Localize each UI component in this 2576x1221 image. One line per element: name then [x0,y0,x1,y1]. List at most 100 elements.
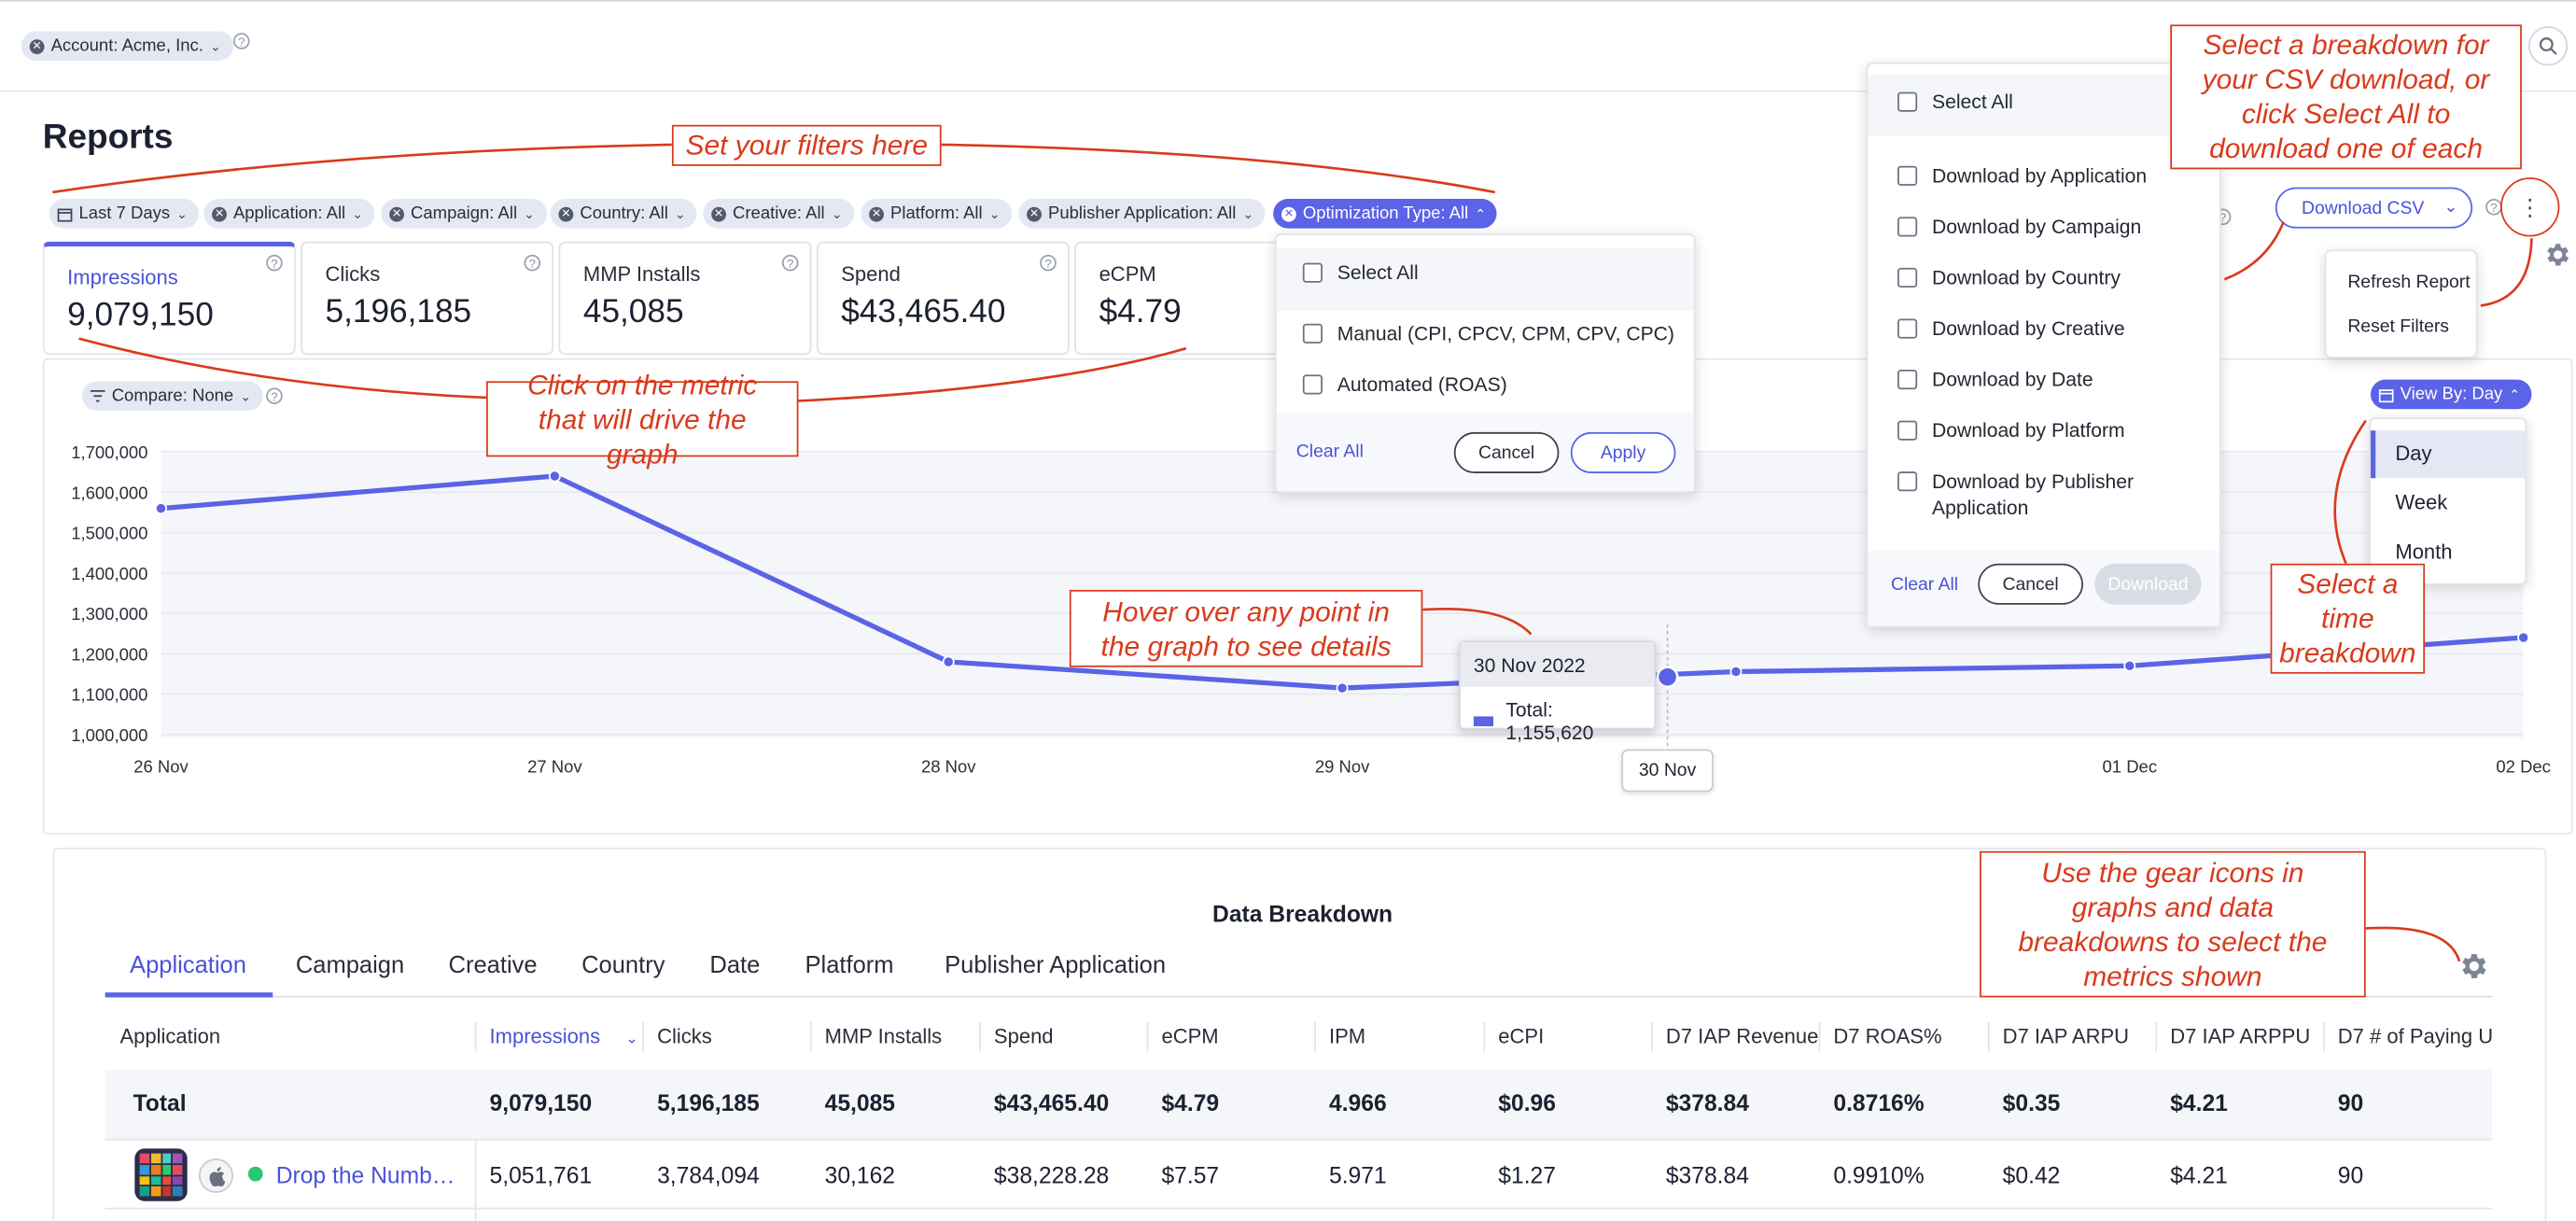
account-chip[interactable]: ✕ Account: Acme, Inc. ⌄ [21,31,233,62]
menu-item-reset-filters[interactable]: Reset Filters [2347,316,2450,337]
filter-application[interactable]: ✕ Application: All ⌄ [203,198,375,229]
download-checkbox[interactable] [1897,217,1918,237]
column-header[interactable]: eCPM [1161,1025,1219,1049]
remove-icon[interactable]: ✕ [1027,205,1042,221]
data-point[interactable] [1729,665,1743,679]
download-checkbox[interactable] [1897,318,1918,339]
column-header-sorted[interactable]: Impressions ⌄ [490,1025,638,1048]
remove-icon[interactable]: ✕ [212,205,227,221]
data-point[interactable] [2517,631,2530,644]
tab-creative[interactable]: Creative [448,952,538,980]
view-by-option-week[interactable]: Week [2371,482,2525,527]
compare-chip[interactable]: Compare: None ⌄ [82,381,263,412]
download-option-label: Download by Campaign [1931,215,2142,239]
help-icon[interactable]: ? [266,387,283,405]
download-checkbox[interactable] [1897,370,1918,390]
table-cell: $4.21 [2170,1161,2228,1188]
clear-all-link[interactable]: Clear All [1890,575,1959,596]
filter-optimization-type[interactable]: ✕ Optimization Type: All ⌃ [1273,198,1498,229]
tab-date[interactable]: Date [709,952,761,980]
filter-campaign[interactable]: ✕ Campaign: All ⌄ [381,198,547,229]
data-point[interactable] [1336,681,1349,695]
cancel-button[interactable]: Cancel [1453,431,1560,473]
apply-button[interactable]: Apply [1570,431,1676,473]
column-header[interactable]: D7 ROAS% [1833,1025,1942,1049]
option-checkbox-manual[interactable] [1302,323,1323,344]
column-header[interactable]: D7 # of Paying Us [2337,1025,2493,1049]
option-label-automated: Automated (ROAS) [1337,372,1507,397]
tab-country[interactable]: Country [581,952,665,980]
view-by-option-month[interactable]: Month [2371,531,2525,577]
select-all-checkbox[interactable] [1897,91,1918,112]
tab-platform[interactable]: Platform [805,952,894,980]
metric-card-impressions[interactable]: Impressions 9,079,150 ? [42,241,296,356]
search-button[interactable] [2527,26,2569,66]
column-header[interactable]: MMP Installs [824,1025,943,1049]
table-row[interactable] [105,1141,2493,1210]
column-header[interactable]: D7 IAP ARPPU [2170,1025,2311,1049]
column-header[interactable]: D7 IAP ARPU [2002,1025,2130,1049]
data-point[interactable] [2123,659,2136,672]
view-by-option-day[interactable]: Day [2370,430,2526,479]
option-checkbox-automated[interactable] [1302,374,1323,395]
metric-card-spend[interactable]: Spend $43,465.40 ? [816,241,1070,356]
download-button[interactable]: Download [2094,563,2202,605]
tab-application[interactable]: Application [130,952,246,980]
y-tick-label: 1,100,000 [71,685,147,705]
column-header[interactable]: eCPI [1498,1025,1545,1049]
data-point[interactable] [548,470,561,483]
download-csv-button[interactable]: Download CSV ⌄ [2275,187,2473,229]
remove-icon[interactable]: ✕ [558,205,574,221]
filter-creative[interactable]: ✕ Creative: All ⌄ [703,198,854,229]
remove-icon[interactable]: ✕ [711,205,727,221]
filter-label: Creative: All [733,204,825,224]
clear-all-link[interactable]: Clear All [1295,442,1364,462]
y-tick-label: 1,300,000 [71,604,147,624]
table-cell: 90 [2337,1161,2364,1188]
table-cell: 3,784,094 [657,1161,760,1188]
cancel-button[interactable]: Cancel [1978,563,2083,605]
remove-icon[interactable]: ✕ [869,205,884,221]
download-checkbox[interactable] [1897,471,1918,492]
help-icon[interactable]: ? [1040,254,1057,272]
y-tick-label: 1,500,000 [71,524,147,543]
help-icon[interactable]: ? [266,254,283,272]
metric-card-mmp-installs[interactable]: MMP Installs 45,085 ? [558,241,812,356]
column-header[interactable]: Spend [993,1025,1054,1049]
column-header[interactable]: Application [119,1025,221,1049]
menu-item-refresh-report[interactable]: Refresh Report [2347,273,2471,293]
tab-publisher-application[interactable]: Publisher Application [945,952,1167,980]
more-options-button[interactable]: ⋮ [2500,177,2560,237]
app-name-link[interactable]: Drop the Numb… [275,1161,455,1188]
calendar-icon [57,207,73,221]
download-checkbox[interactable] [1897,267,1918,288]
help-icon[interactable]: ? [524,254,541,272]
view-by-chip[interactable]: View By: Day ⌃ [2370,379,2532,410]
option-label: Month [2395,540,2453,564]
help-icon[interactable]: ? [232,33,250,49]
remove-icon[interactable]: ✕ [1281,205,1296,221]
filter-country[interactable]: ✕ Country: All ⌄ [550,198,698,229]
remove-icon[interactable]: ✕ [389,205,405,221]
column-header[interactable]: Clicks [657,1025,712,1049]
data-point[interactable] [942,655,955,668]
option-label-manual: Manual (CPI, CPCV, CPM, CPV, CPC) [1337,321,1674,345]
filter-publisher-application[interactable]: ✕ Publisher Application: All ⌄ [1018,198,1266,229]
gear-icon[interactable] [2543,240,2573,270]
tab-campaign[interactable]: Campaign [295,952,405,980]
table-cell: 45,085 [824,1089,896,1116]
column-header[interactable]: IPM [1329,1025,1366,1049]
filter-date-range[interactable]: Last 7 Days ⌄ [49,198,200,229]
data-point[interactable] [154,502,168,515]
column-header[interactable]: D7 IAP Revenue [1665,1025,1819,1049]
download-checkbox[interactable] [1897,165,1918,186]
annotation-csv: Select a breakdown for your CSV download… [2170,24,2522,170]
metric-card-clicks[interactable]: Clicks 5,196,185 ? [301,241,554,356]
select-all-checkbox[interactable] [1302,262,1323,283]
gear-icon[interactable] [2457,949,2490,982]
metric-value: 5,196,185 [325,294,472,330]
download-checkbox[interactable] [1897,420,1918,441]
annotation-filters: Set your filters here [671,124,942,166]
filter-platform[interactable]: ✕ Platform: All ⌄ [861,198,1012,229]
help-icon[interactable]: ? [781,254,799,272]
